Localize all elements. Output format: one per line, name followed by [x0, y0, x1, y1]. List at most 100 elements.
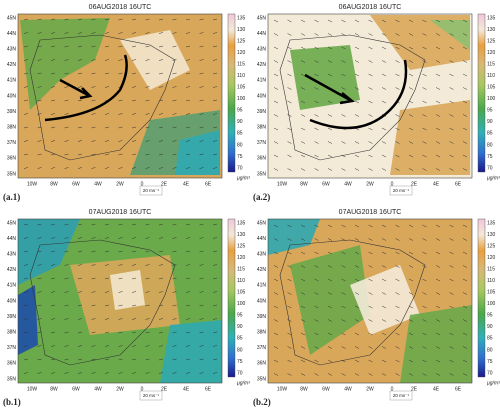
wind-vector	[77, 153, 83, 156]
lon-label: 4W	[344, 181, 352, 187]
wind-vector	[287, 278, 292, 282]
wind-vector	[131, 372, 137, 374]
wind-vector	[158, 372, 164, 374]
wind-vector	[327, 114, 333, 117]
wind-vector	[172, 45, 177, 48]
wind-vector	[327, 359, 333, 363]
wind-vector	[435, 46, 441, 50]
colorbar	[227, 218, 236, 378]
wind-vector	[77, 167, 83, 169]
wind-vector	[273, 224, 279, 228]
colorbar-tick-label: 115	[487, 266, 495, 272]
wind-vector	[185, 250, 191, 253]
wind-vector	[172, 126, 177, 129]
wind-vector	[300, 87, 306, 90]
wind-vector	[118, 372, 123, 374]
wind-vector	[199, 126, 204, 129]
wind-vector	[435, 332, 441, 336]
wind-vector	[50, 86, 56, 88]
wind-vector	[131, 72, 137, 75]
wind-vector	[145, 140, 150, 142]
wind-vector	[341, 33, 346, 36]
wind-vector	[131, 126, 137, 129]
wind-vector	[300, 60, 306, 63]
wind-vector	[37, 372, 42, 374]
wind-vector	[118, 277, 123, 280]
wind-vector	[118, 32, 123, 34]
wind-vector	[64, 264, 69, 266]
wind-vector	[91, 237, 96, 239]
lat-label: 41N	[257, 78, 267, 84]
wind-vector	[212, 126, 218, 129]
wind-vector	[50, 45, 56, 48]
wind-vector	[354, 251, 360, 255]
wind-vector	[145, 45, 150, 48]
wind-vector	[145, 264, 150, 266]
map-frame	[267, 218, 473, 384]
wind-vector	[449, 46, 454, 50]
colorbar-tick-label: 115	[237, 61, 245, 67]
wind-vector	[381, 346, 387, 349]
wind-vector	[158, 167, 164, 169]
wind-vector	[23, 345, 29, 347]
wind-vector	[91, 318, 96, 320]
wind-vector	[381, 73, 387, 77]
wind-vector	[131, 345, 137, 347]
wind-vector	[381, 373, 387, 376]
lat-label: 38N	[257, 330, 267, 336]
wind-vector	[462, 19, 468, 23]
wind-vector	[314, 251, 319, 255]
lat-label: 41N	[7, 78, 17, 84]
wind-vector	[449, 114, 454, 117]
concentration-area	[268, 219, 320, 255]
wind-vector	[23, 250, 29, 253]
wind-vector	[118, 237, 123, 239]
lat-label: 37N	[7, 140, 17, 146]
wind-vector	[131, 86, 137, 88]
wind-vector	[64, 291, 69, 293]
lon-label: 6W	[322, 181, 330, 187]
wind-vector	[287, 154, 292, 158]
wind-vector	[395, 87, 400, 90]
wind-vector	[131, 250, 137, 253]
wind-vector	[395, 319, 400, 322]
wind-vector	[273, 319, 279, 322]
wind-vector	[145, 59, 150, 61]
colorbar-tick-label: 130	[237, 27, 246, 33]
wind-vector	[354, 100, 360, 104]
concentration-area	[430, 20, 470, 50]
wind-vector	[462, 73, 468, 77]
wind-vector	[158, 345, 164, 347]
wind-vector	[118, 140, 123, 142]
wind-vector	[199, 318, 204, 320]
wind-vector	[23, 113, 29, 115]
wind-vector	[435, 373, 441, 376]
wind-vector	[368, 373, 373, 376]
wind-vector	[287, 127, 292, 131]
wind-vector	[435, 292, 441, 295]
wind-vector	[23, 358, 29, 361]
wind-vector	[435, 100, 441, 104]
wind-vector	[185, 291, 191, 293]
wind-vector	[50, 277, 56, 280]
wind-vector	[408, 359, 414, 363]
wind-vector	[273, 127, 279, 131]
wind-vector	[327, 224, 333, 228]
wind-vector	[77, 59, 83, 61]
colorbar-tick-label: 110	[487, 278, 495, 284]
coastline	[279, 239, 426, 366]
wind-vector	[327, 373, 333, 376]
lat-label: 45N	[257, 220, 267, 226]
wind-vector	[23, 32, 29, 34]
wind-vector	[91, 153, 96, 156]
wind-vector	[145, 153, 150, 156]
wind-vector	[408, 168, 414, 171]
wind-vector	[77, 304, 83, 307]
wind-vector	[462, 127, 468, 131]
wind-vector	[435, 127, 441, 131]
lon-label: 10W	[27, 386, 38, 392]
wind-vector	[145, 291, 150, 293]
wind-vector	[91, 223, 96, 226]
wind-vector	[435, 87, 441, 90]
lat-label: 38N	[257, 125, 267, 131]
